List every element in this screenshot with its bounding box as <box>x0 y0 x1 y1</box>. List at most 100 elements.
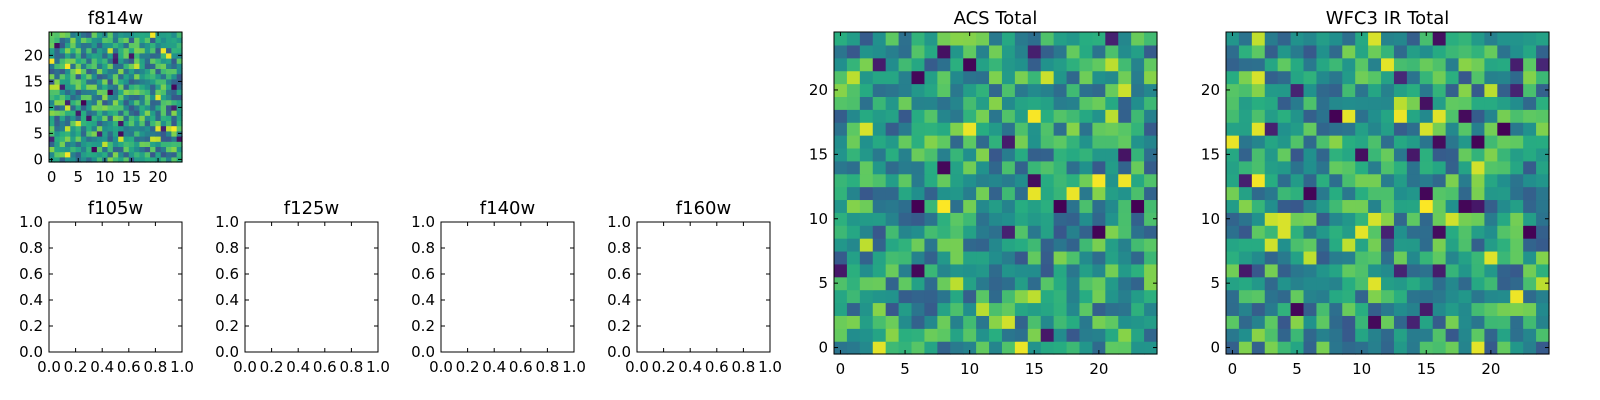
heatmap-cell <box>112 89 119 95</box>
heatmap-cell <box>75 141 82 147</box>
heatmap-cell <box>64 89 71 95</box>
heatmap-cell <box>963 238 977 252</box>
heatmap-cell <box>1118 238 1132 252</box>
heatmap-cell <box>118 52 125 59</box>
heatmap-cell <box>1040 263 1055 278</box>
heatmap-cell <box>1329 225 1343 239</box>
heatmap-cell <box>1290 225 1305 239</box>
heatmap-cell <box>1536 147 1550 162</box>
heatmap-cell <box>128 120 135 127</box>
heatmap-cell <box>80 58 87 64</box>
heatmap-cell <box>1497 276 1511 291</box>
heatmap-cell <box>859 250 874 265</box>
heatmap-cell <box>1079 122 1093 136</box>
heatmap-cell <box>872 173 887 188</box>
heatmap-cell <box>144 78 151 85</box>
heatmap-cell <box>911 186 926 201</box>
heatmap-cell <box>91 52 98 59</box>
heatmap-cell <box>950 315 964 329</box>
heatmap-cell <box>1510 186 1524 201</box>
heatmap-cell <box>1432 147 1447 162</box>
heatmap-cell <box>1118 250 1132 265</box>
heatmap-cell <box>1303 341 1318 355</box>
heatmap-cell <box>134 120 141 127</box>
heatmap-cell <box>1432 173 1447 188</box>
heatmap-cell <box>1118 135 1132 149</box>
heatmap-cell <box>59 94 66 101</box>
heatmap-cell <box>924 315 938 329</box>
heatmap-cell <box>1144 57 1158 72</box>
heatmap-cell <box>885 225 900 239</box>
heatmap-cell <box>102 120 109 127</box>
heatmap-cell <box>171 130 178 137</box>
heatmap-cell <box>1144 160 1158 175</box>
heatmap-cell <box>96 141 103 147</box>
heatmap-cell <box>1131 250 1145 265</box>
heatmap-cell <box>1536 173 1550 188</box>
heatmap-cell <box>1251 135 1266 149</box>
heatmap-cell <box>1001 199 1016 213</box>
x-tick-label: 0.8 <box>731 358 755 376</box>
heatmap-cell <box>176 58 183 64</box>
heatmap-cell <box>1105 186 1119 201</box>
heatmap-cell <box>976 238 990 252</box>
heatmap-cell <box>1040 57 1055 72</box>
heatmap-cell <box>1105 250 1119 265</box>
heatmap-cell <box>1131 70 1145 85</box>
heatmap-cell <box>171 125 178 132</box>
heatmap-cell <box>1419 44 1434 59</box>
heatmap-cell <box>54 32 61 38</box>
heatmap-cell <box>1303 147 1318 162</box>
heatmap-cell <box>171 78 178 85</box>
heatmap-cell <box>911 315 926 329</box>
heatmap-cell <box>1092 173 1106 188</box>
heatmap-cell <box>176 42 183 49</box>
heatmap-cell <box>70 141 77 147</box>
heatmap-cell <box>1484 186 1498 201</box>
heatmap-cell <box>1144 44 1158 59</box>
heatmap-cell <box>91 136 98 142</box>
heatmap-cell <box>1510 83 1524 97</box>
heatmap-cell <box>1471 212 1485 226</box>
heatmap-cell <box>1355 263 1369 278</box>
heatmap-cell <box>1406 147 1421 162</box>
heatmap-cell <box>1381 341 1395 355</box>
heatmap-cell <box>155 47 162 54</box>
heatmap-cell <box>1368 199 1382 213</box>
heatmap-cell <box>1226 276 1240 291</box>
heatmap-cell <box>1277 250 1292 265</box>
heatmap-cell <box>1014 328 1029 342</box>
heatmap-cell <box>64 73 71 80</box>
heatmap-cell <box>1536 263 1550 278</box>
heatmap-cell <box>1329 263 1343 278</box>
heatmap-cell <box>1226 70 1240 85</box>
heatmap-cell <box>1027 83 1042 97</box>
heatmap-cell <box>86 63 93 69</box>
heatmap-cell <box>80 89 87 95</box>
heatmap-cell <box>1419 70 1434 85</box>
heatmap-cell <box>1118 122 1132 136</box>
heatmap-cell <box>91 110 98 116</box>
heatmap-cell <box>1355 302 1369 316</box>
heatmap-cell <box>1226 122 1240 136</box>
heatmap-cell <box>1316 44 1330 59</box>
heatmap-cell <box>134 84 141 90</box>
heatmap-cell <box>91 32 98 38</box>
heatmap-cell <box>1027 57 1042 72</box>
heatmap-cell <box>1014 70 1029 85</box>
heatmap-cell <box>1536 70 1550 85</box>
heatmap-cell <box>1419 276 1434 291</box>
heatmap-cell <box>1445 122 1460 136</box>
x-tick-label: 1.0 <box>170 358 194 376</box>
heatmap-cell <box>1066 263 1081 278</box>
heatmap-cell <box>1510 263 1524 278</box>
heatmap-cell <box>128 68 135 75</box>
heatmap-cell <box>91 37 98 43</box>
heatmap-cell <box>1368 302 1382 316</box>
heatmap-cell <box>155 58 162 64</box>
heatmap-cell <box>1105 135 1119 149</box>
heatmap-cell <box>1458 96 1473 110</box>
heatmap-cell <box>1131 263 1145 278</box>
heatmap-cell <box>846 32 861 46</box>
heatmap-cell <box>1251 32 1266 46</box>
